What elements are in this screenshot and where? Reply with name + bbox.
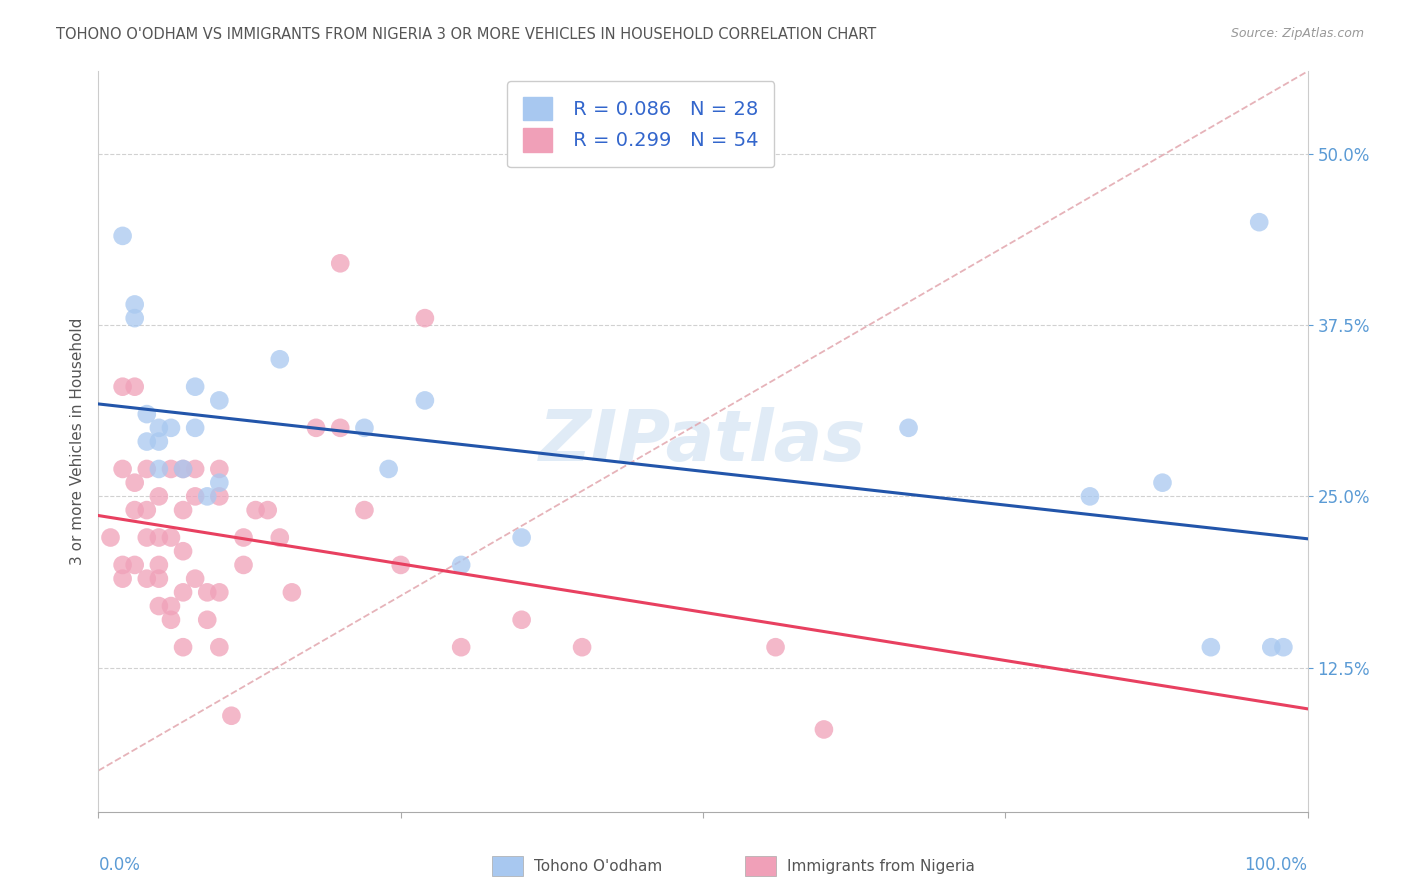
Point <box>184 421 207 435</box>
Point <box>208 489 231 503</box>
Point <box>208 462 231 476</box>
Point <box>897 421 920 435</box>
Point <box>160 421 183 435</box>
Point <box>208 393 231 408</box>
Text: ZIPatlas: ZIPatlas <box>540 407 866 476</box>
Point <box>195 489 218 503</box>
Point <box>813 723 835 737</box>
Point <box>148 531 170 545</box>
Point <box>160 531 183 545</box>
Point <box>184 462 207 476</box>
Point <box>450 558 472 572</box>
Point <box>571 640 593 655</box>
Point <box>124 311 146 326</box>
Point <box>389 558 412 572</box>
Point <box>172 462 194 476</box>
Text: TOHONO O'ODHAM VS IMMIGRANTS FROM NIGERIA 3 OR MORE VEHICLES IN HOUSEHOLD CORREL: TOHONO O'ODHAM VS IMMIGRANTS FROM NIGERI… <box>56 27 876 42</box>
Point <box>413 393 436 408</box>
Point <box>765 640 787 655</box>
Point <box>148 462 170 476</box>
Text: 100.0%: 100.0% <box>1244 856 1308 874</box>
Point <box>135 572 157 586</box>
Point <box>172 503 194 517</box>
Point <box>329 256 352 270</box>
Point <box>148 572 170 586</box>
Point <box>256 503 278 517</box>
Legend:  R = 0.086   N = 28,  R = 0.299   N = 54: R = 0.086 N = 28, R = 0.299 N = 54 <box>508 81 775 168</box>
Point <box>160 462 183 476</box>
Point <box>1249 215 1271 229</box>
Point <box>269 352 291 367</box>
Point <box>148 558 170 572</box>
Point <box>510 613 533 627</box>
Point <box>135 462 157 476</box>
Point <box>377 462 399 476</box>
Point <box>269 531 291 545</box>
Point <box>353 503 375 517</box>
Point <box>208 585 231 599</box>
Y-axis label: 3 or more Vehicles in Household: 3 or more Vehicles in Household <box>69 318 84 566</box>
Point <box>111 228 134 243</box>
Point <box>160 599 183 613</box>
Point <box>172 640 194 655</box>
Text: Source: ZipAtlas.com: Source: ZipAtlas.com <box>1230 27 1364 40</box>
Text: Tohono O'odham: Tohono O'odham <box>534 859 662 873</box>
Point <box>353 421 375 435</box>
Point <box>184 489 207 503</box>
Point <box>124 297 146 311</box>
Point <box>148 421 170 435</box>
Text: Immigrants from Nigeria: Immigrants from Nigeria <box>787 859 976 873</box>
Point <box>124 475 146 490</box>
Point <box>135 407 157 421</box>
Point <box>510 531 533 545</box>
Point <box>1152 475 1174 490</box>
Point <box>100 531 122 545</box>
Point <box>208 475 231 490</box>
Point <box>111 462 134 476</box>
Point <box>232 558 254 572</box>
Point <box>148 434 170 449</box>
Point <box>305 421 328 435</box>
Point <box>281 585 304 599</box>
Point <box>124 558 146 572</box>
Point <box>413 311 436 326</box>
Point <box>195 613 218 627</box>
Point <box>1260 640 1282 655</box>
Point <box>111 558 134 572</box>
Point <box>172 544 194 558</box>
Point <box>184 572 207 586</box>
Text: 0.0%: 0.0% <box>98 856 141 874</box>
Point <box>135 434 157 449</box>
Point <box>1199 640 1222 655</box>
Point <box>135 503 157 517</box>
Point <box>245 503 267 517</box>
Point <box>160 613 183 627</box>
Point <box>1272 640 1295 655</box>
Point <box>111 380 134 394</box>
Point <box>221 708 243 723</box>
Point <box>111 572 134 586</box>
Point <box>124 380 146 394</box>
Point <box>172 462 194 476</box>
Point <box>208 640 231 655</box>
Point <box>148 489 170 503</box>
Point <box>124 503 146 517</box>
Point <box>184 380 207 394</box>
Point <box>135 531 157 545</box>
Point <box>450 640 472 655</box>
Point <box>1078 489 1101 503</box>
Point <box>329 421 352 435</box>
Point <box>195 585 218 599</box>
Point <box>232 531 254 545</box>
Point <box>148 599 170 613</box>
Point <box>172 585 194 599</box>
